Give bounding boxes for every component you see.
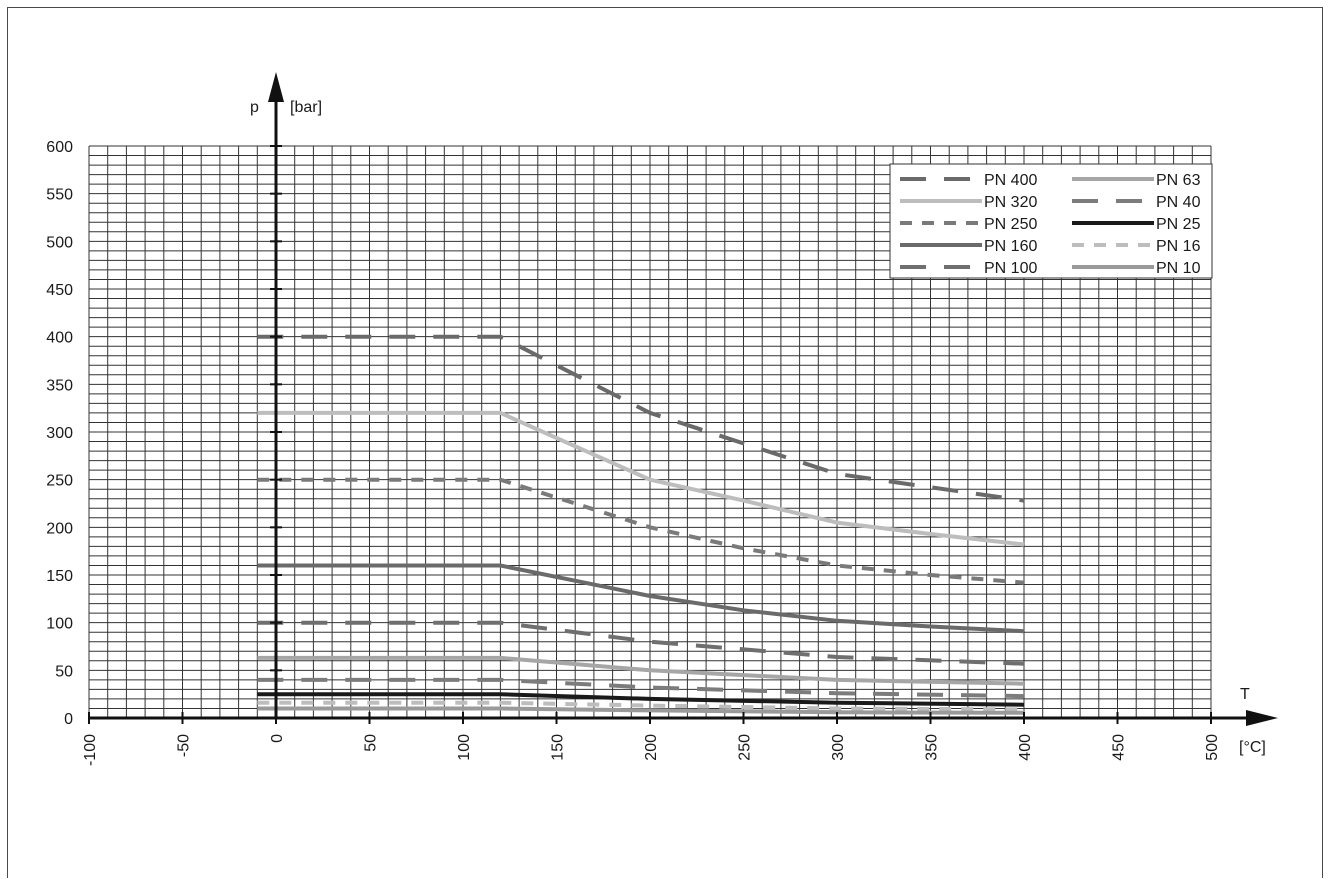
- legend-label: PN 40: [1156, 194, 1201, 211]
- x-axis-unit: [°C]: [1239, 739, 1266, 756]
- legend-label: PN 63: [1156, 172, 1201, 189]
- legend-label: PN 25: [1156, 216, 1201, 233]
- x-tick-label: 100: [456, 734, 473, 761]
- tick-labels: 050100150200250300350400450500550600-100…: [46, 139, 1221, 766]
- x-tick-label: 450: [1111, 734, 1128, 761]
- legend-label: PN 320: [984, 194, 1037, 211]
- legend-box: [889, 163, 1213, 279]
- x-tick-label: -50: [176, 734, 193, 757]
- y-tick-label: 300: [46, 425, 73, 442]
- x-tick-label: 0: [269, 734, 286, 743]
- x-tick-label: 300: [830, 734, 847, 761]
- y-axis-symbol: p: [250, 99, 259, 116]
- x-tick-label: 350: [924, 734, 941, 761]
- legend-label: PN 10: [1156, 260, 1201, 277]
- y-tick-label: 350: [46, 377, 73, 394]
- legend-label: PN 400: [984, 172, 1037, 189]
- x-tick-label: -100: [82, 734, 99, 766]
- x-tick-label: 250: [737, 734, 754, 761]
- series-line-pn-25: [257, 692, 1025, 707]
- y-tick-label: 150: [46, 568, 73, 585]
- y-tick-label: 250: [46, 473, 73, 490]
- series-line-pn-400: [257, 334, 1025, 503]
- x-axis-arrow: [1246, 710, 1278, 726]
- y-tick-label: 100: [46, 616, 73, 633]
- x-tick-label: 50: [363, 734, 380, 752]
- legend: PN 400 PN 320 PN 250 PN 160 PN 100 PN 63 PN 40…: [889, 163, 1213, 279]
- x-tick-label: 150: [550, 734, 567, 761]
- legend-label: PN 250: [984, 216, 1037, 233]
- x-tick-label: 400: [1017, 734, 1034, 761]
- legend-label: PN 100: [984, 260, 1037, 277]
- y-axis-unit: [bar]: [290, 99, 322, 116]
- figure-frame: 0 50 100 150 200 250 300 350 400 450 500 550 600 -100…: [7, 7, 1323, 878]
- series-line-pn-16: [257, 700, 1025, 712]
- series-line-pn-160: [257, 563, 1025, 634]
- x-axis-symbol: T: [1240, 686, 1250, 703]
- y-tick-label: 500: [46, 234, 73, 251]
- series-line-pn-320: [257, 410, 1025, 547]
- x-tick-label: 200: [643, 734, 660, 761]
- pressure-temperature-chart: 050100150200250300350400450500550600-100…: [46, 72, 1278, 766]
- y-axis-arrow: [268, 72, 284, 102]
- chart-axes: [88, 72, 1278, 726]
- y-tick-label: 50: [55, 663, 73, 680]
- axis-labels: p [bar] T [°C]: [250, 99, 1266, 756]
- legend-label: PN 160: [984, 238, 1037, 255]
- y-tick-label: 550: [46, 187, 73, 204]
- series-line-pn-63: [257, 655, 1025, 686]
- series-layer: [257, 334, 1025, 715]
- series-line-pn-10: [257, 706, 1025, 715]
- y-tick-label: 400: [46, 330, 73, 347]
- series-line-pn-250: [257, 477, 1025, 585]
- y-tick-label: 600: [46, 139, 73, 156]
- x-tick-label: 500: [1204, 734, 1221, 761]
- legend-label: PN 16: [1156, 238, 1201, 255]
- y-tick-label: 450: [46, 282, 73, 299]
- y-tick-label: 200: [46, 520, 73, 537]
- y-tick-label: 0: [64, 711, 73, 728]
